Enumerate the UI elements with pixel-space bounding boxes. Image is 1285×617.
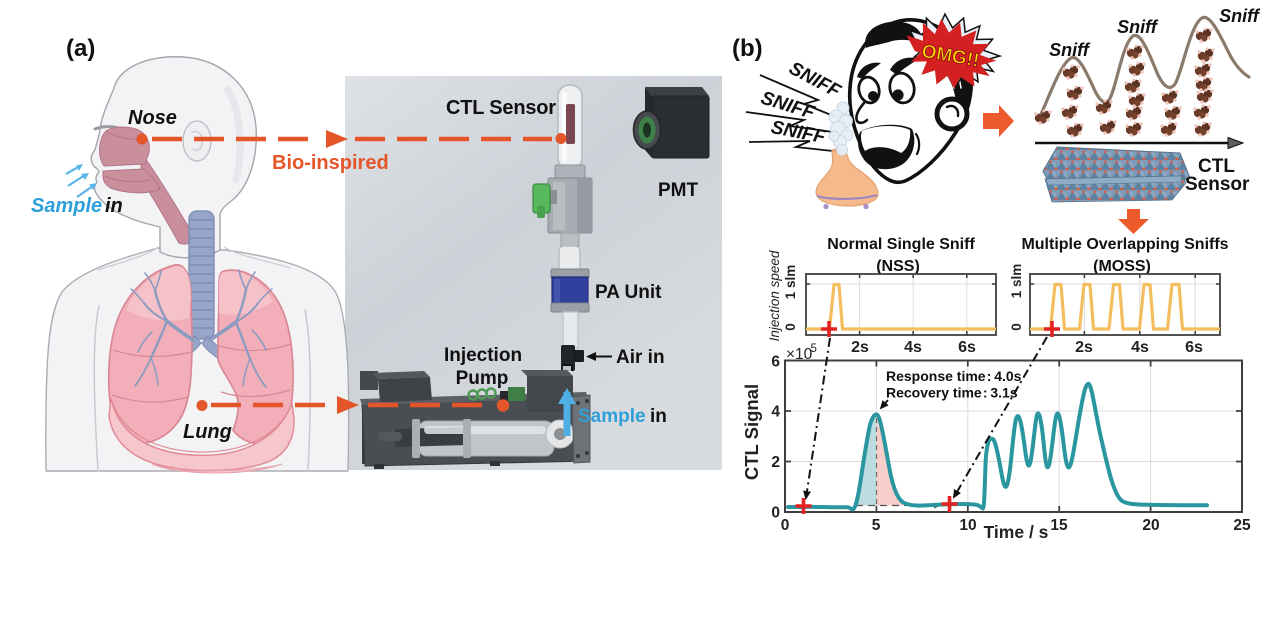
svg-text:Injection: Injection	[444, 345, 522, 366]
svg-text:6: 6	[771, 354, 780, 371]
svg-text:CTL Signal: CTL Signal	[741, 384, 762, 480]
svg-text:Sniff: Sniff	[1219, 6, 1261, 26]
svg-text:SNIFF: SNIFF	[769, 117, 828, 148]
svg-text:Sniff: Sniff	[1049, 40, 1091, 60]
svg-text:2s: 2s	[1075, 339, 1093, 356]
svg-text:5: 5	[872, 517, 881, 534]
svg-text:Multiple Overlapping Sniffs: Multiple Overlapping Sniffs	[1021, 236, 1228, 253]
svg-text:Sample: Sample	[31, 195, 102, 217]
svg-text:Injection speed: Injection speed	[767, 250, 782, 341]
svg-text:PMT: PMT	[658, 180, 699, 201]
svg-text:(b): (b)	[732, 35, 763, 62]
svg-text:Sniff: Sniff	[1117, 17, 1159, 37]
svg-text:2s: 2s	[851, 339, 869, 356]
svg-text:Sensor: Sensor	[1185, 174, 1250, 195]
svg-text:5: 5	[811, 343, 817, 355]
svg-text:(NSS): (NSS)	[876, 258, 920, 275]
svg-text:0: 0	[1009, 323, 1024, 331]
svg-text:1 slm: 1 slm	[1009, 264, 1024, 299]
svg-text:Normal Single Sniff: Normal Single Sniff	[827, 236, 975, 253]
svg-text:Bio-inspired: Bio-inspired	[272, 152, 389, 174]
svg-text:10: 10	[959, 517, 976, 534]
svg-text:CTL: CTL	[1198, 156, 1235, 177]
svg-text:in: in	[105, 195, 123, 217]
svg-text:2: 2	[771, 454, 780, 471]
svg-text:0: 0	[781, 517, 790, 534]
svg-text:Air in: Air in	[616, 347, 665, 368]
svg-text:(MOSS): (MOSS)	[1093, 258, 1151, 275]
svg-text:6s: 6s	[958, 339, 976, 356]
svg-text:4: 4	[771, 404, 780, 421]
svg-text:6s: 6s	[1185, 339, 1203, 356]
svg-text:25: 25	[1233, 517, 1251, 534]
svg-text:Sample: Sample	[578, 406, 646, 427]
svg-text:Time / s: Time / s	[984, 522, 1049, 542]
svg-text:CTL Sensor: CTL Sensor	[446, 97, 556, 119]
svg-text:20: 20	[1142, 517, 1159, 534]
svg-text:15: 15	[1050, 517, 1068, 534]
svg-text:Response time : 4.0s: Response time : 4.0s	[886, 368, 1022, 384]
svg-text:Nose: Nose	[128, 107, 177, 129]
svg-text:PA Unit: PA Unit	[595, 282, 662, 303]
svg-text:Lung: Lung	[183, 421, 232, 443]
svg-text:Pump: Pump	[456, 368, 509, 389]
svg-text:Recovery time : 3.1s: Recovery time : 3.1s	[886, 385, 1018, 401]
svg-text:4s: 4s	[1131, 339, 1149, 356]
svg-text:×10: ×10	[786, 346, 813, 363]
svg-text:1 slm: 1 slm	[783, 265, 798, 300]
svg-text:in: in	[650, 406, 667, 427]
svg-text:0: 0	[783, 323, 798, 331]
svg-text:0: 0	[771, 505, 780, 522]
svg-text:4s: 4s	[904, 339, 922, 356]
svg-text:(a): (a)	[66, 35, 95, 62]
